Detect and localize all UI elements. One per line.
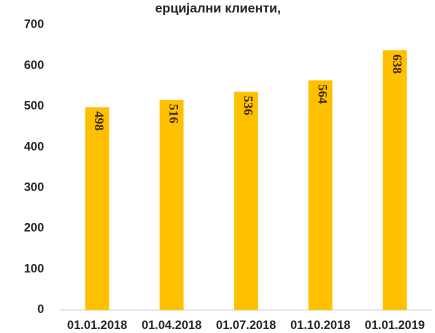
y-tick-label: 300 [24, 180, 44, 194]
bar-value-label: 498 [92, 111, 107, 131]
x-axis: 01.01.2018 01.04.2018 01.07.2018 01.10.2018… [67, 318, 425, 332]
bar-value-label: 516 [167, 104, 182, 124]
y-tick-label: 100 [24, 261, 44, 275]
y-tick-label: 500 [24, 99, 44, 113]
bars: 498 516 536 564 638 [85, 50, 407, 311]
y-tick-label: 400 [24, 139, 44, 153]
bar-value-label: 564 [315, 84, 330, 104]
bar [85, 107, 110, 310]
x-tick-label: 01.01.2018 [67, 318, 127, 332]
y-tick-label: 200 [24, 221, 44, 235]
chart-title-fragment: ерцијални клиенти, [155, 1, 281, 16]
bar-value-label: 638 [390, 54, 405, 74]
x-tick-label: 01.04.2018 [142, 318, 202, 332]
x-tick-label: 01.07.2018 [216, 318, 276, 332]
bar [308, 80, 333, 310]
x-tick-label: 01.10.2018 [290, 318, 350, 332]
y-tick-label: 0 [37, 302, 44, 316]
y-axis: 0 100 200 300 400 500 600 700 [24, 17, 44, 316]
y-tick-label: 600 [24, 58, 44, 72]
bar [159, 99, 184, 311]
y-tick-label: 700 [24, 17, 44, 31]
bar [234, 91, 258, 311]
x-tick-label: 01.01.2019 [365, 318, 425, 332]
bar-value-label: 536 [241, 96, 256, 116]
bar [382, 50, 407, 310]
